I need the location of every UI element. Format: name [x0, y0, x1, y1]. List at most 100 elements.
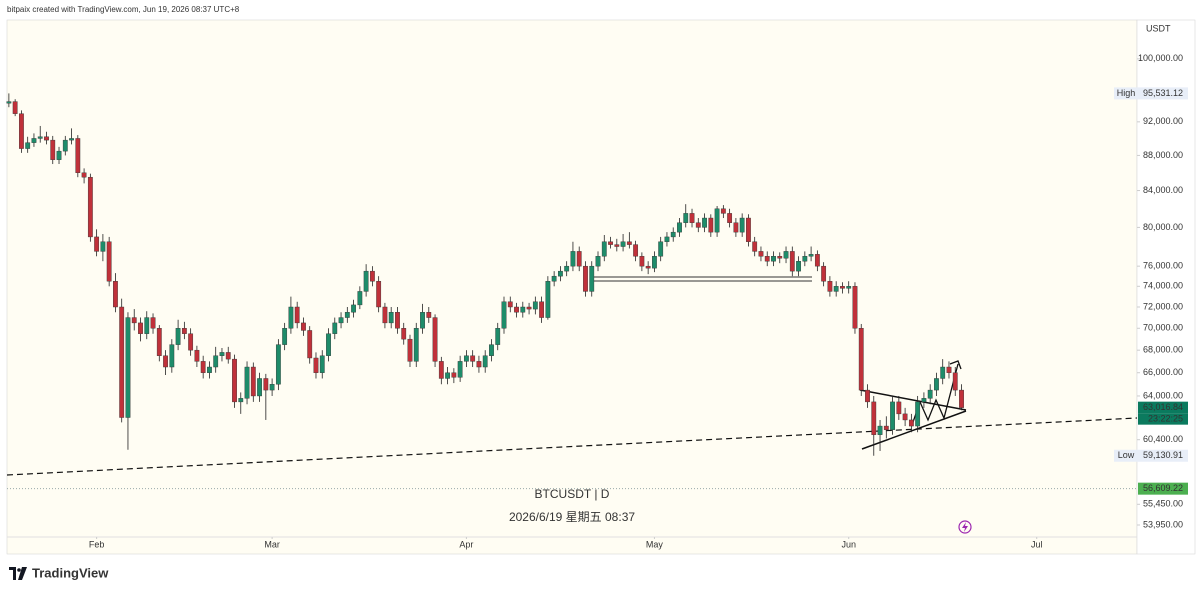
candle-body [445, 372, 450, 379]
high-label-box [1138, 87, 1188, 100]
candle-body [733, 222, 739, 233]
low-label-tag: Low [1118, 450, 1135, 460]
candle-body [376, 281, 382, 308]
x-tick-label: Mar [264, 539, 280, 549]
candle-body [789, 251, 795, 272]
candle-body [601, 241, 607, 257]
candle-body [113, 281, 118, 308]
candle-body [94, 236, 100, 252]
candle-body [81, 172, 87, 178]
candle-body [144, 317, 150, 334]
candle-body [558, 270, 563, 277]
candle-body [344, 312, 350, 318]
candle-body [514, 306, 519, 313]
candle-body [156, 328, 162, 356]
x-tick-label: Apr [459, 539, 473, 549]
candle-body [163, 355, 168, 368]
candle-body [771, 256, 776, 262]
candle-body [69, 138, 74, 141]
plot-area [6, 19, 1138, 555]
candle-body [426, 312, 432, 318]
candle-body [532, 301, 538, 310]
candle-body [526, 306, 532, 310]
candle-body [207, 366, 212, 373]
candle-body [865, 389, 870, 403]
candle-body [19, 113, 24, 149]
candle-body [758, 251, 764, 257]
candle-body [652, 256, 657, 269]
candle-body [495, 328, 501, 345]
candle-body [106, 241, 112, 282]
candle-body [138, 322, 143, 334]
candle-body [25, 142, 31, 149]
candle-body [871, 401, 877, 435]
candle-body [319, 355, 325, 373]
candle-body [388, 312, 394, 324]
candle-body [576, 251, 582, 267]
candle-body [583, 265, 588, 292]
candle-body [363, 270, 369, 292]
high-label-tag: High [1117, 88, 1136, 98]
triangle-line [861, 410, 967, 450]
candle-body [407, 338, 413, 362]
candle-body [326, 333, 331, 356]
candle-body [890, 401, 895, 430]
candle-body [934, 378, 939, 391]
candle-body [44, 136, 49, 141]
candle-body [695, 222, 701, 228]
candle-body [683, 213, 689, 223]
candle-body [62, 139, 68, 152]
x-tick-label: Jun [841, 539, 856, 549]
high-label-tag-box [1114, 87, 1138, 100]
symbol-title: BTCUSDT | D [535, 487, 610, 501]
candle-body [470, 355, 476, 362]
y-tick-label: 72,000.00 [1143, 301, 1183, 311]
candle-body [752, 241, 758, 252]
candle-body [307, 330, 313, 359]
candle-body [777, 256, 783, 259]
candle-body [796, 261, 801, 272]
candle-body [714, 208, 720, 233]
candle-body [639, 256, 645, 267]
candle-body [357, 291, 363, 306]
candle-body [821, 265, 827, 282]
candle-body [213, 355, 219, 368]
candle-body [739, 217, 745, 233]
candle-body [720, 208, 726, 214]
candle-body [808, 254, 814, 257]
candle-body [232, 358, 237, 403]
candle-body [382, 306, 388, 324]
lightning-icon[interactable] [958, 520, 972, 534]
candle-body [846, 286, 852, 289]
alert-label: 56,609.22 [1143, 483, 1183, 493]
candle-body [301, 322, 306, 331]
candle-body [413, 328, 419, 362]
candle-body [244, 366, 250, 399]
low-label-tag-box [1114, 449, 1138, 462]
candle-body [219, 352, 225, 356]
candle-body [589, 265, 595, 292]
candle-body [658, 241, 664, 257]
candle-body [908, 419, 914, 427]
y-tick-label: 55,450.00 [1143, 499, 1183, 509]
candle-body [482, 355, 488, 368]
candle-body [727, 213, 733, 223]
candle-body [570, 251, 576, 267]
candle-body [131, 317, 137, 324]
x-tick-label: May [646, 539, 664, 549]
candle-body [257, 378, 262, 397]
candle-body [188, 333, 194, 351]
candle-body [200, 361, 206, 373]
candle-body [338, 317, 344, 324]
candle-body [489, 344, 494, 356]
candle-body [564, 265, 570, 272]
candle-body [501, 301, 507, 329]
candle-body [395, 312, 400, 329]
candle-body [451, 372, 457, 378]
candle-body [877, 425, 883, 435]
candle-body [225, 352, 231, 360]
candle-body [438, 361, 444, 379]
candle-body [915, 401, 921, 427]
candle-body [75, 138, 81, 173]
